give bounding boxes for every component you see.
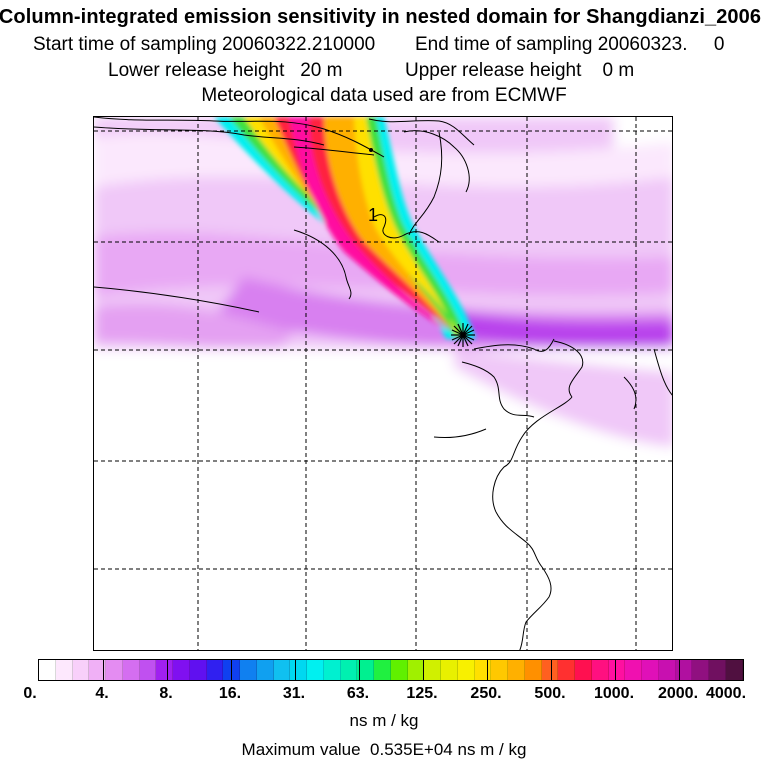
colorbar-segment — [441, 660, 458, 680]
start-time-label: Start time of sampling — [33, 34, 217, 55]
colorbar-segment — [524, 660, 542, 680]
colorbar-segment — [457, 660, 475, 680]
colorbar-divider — [295, 660, 296, 680]
colorbar-tick-label: 4000. — [705, 685, 747, 702]
upper-release-value: 0 m — [602, 60, 635, 81]
colorbar-segment — [307, 660, 324, 680]
colorbar-tick-label: 125. — [406, 685, 438, 702]
end-time: End time of sampling 20060323. 0 — [415, 34, 724, 56]
end-time-label: End time of sampling — [415, 34, 593, 55]
colorbar-segment — [156, 660, 173, 680]
maximum-value-label: Maximum value — [241, 740, 361, 759]
colorbar-divider — [103, 660, 104, 680]
graticule — [94, 117, 672, 650]
colorbar-segment — [575, 660, 592, 680]
colorbar-segment — [725, 660, 743, 680]
lower-release-value: 20 m — [300, 60, 343, 81]
colorbar-segment — [55, 660, 73, 680]
colorbar-segment — [508, 660, 525, 680]
maximum-value-number: 0.535E+04 ns m / kg — [370, 740, 527, 759]
colorbar-segment — [89, 660, 106, 680]
colorbar — [38, 659, 744, 681]
release-site-star — [451, 323, 475, 347]
colorbar-segment — [424, 660, 441, 680]
colorbar-tick-label: 250. — [470, 685, 502, 702]
colorbar-segment — [658, 660, 676, 680]
colorbar-segment — [374, 660, 391, 680]
map-digit-label: 1 — [368, 205, 378, 225]
colorbar-divider — [551, 660, 552, 680]
colorbar-segment — [240, 660, 257, 680]
colorbar-tick-label: 4. — [95, 685, 109, 702]
figure-title: Column-integrated emission sensitivity i… — [0, 6, 762, 28]
colorbar-segment — [139, 660, 157, 680]
lower-release-label: Lower release height — [108, 60, 285, 81]
colorbar-divider — [359, 660, 360, 680]
colorbar-segment — [692, 660, 709, 680]
colorbar-segment — [106, 660, 123, 680]
colorbar-segment — [541, 660, 559, 680]
colorbar-segment — [39, 660, 56, 680]
upper-release-label: Upper release height — [405, 60, 582, 81]
colorbar-tick-label: 16. — [218, 685, 242, 702]
colorbar-segment — [642, 660, 659, 680]
colorbar-segment — [390, 660, 408, 680]
start-time-value: 20060322.210000 — [222, 34, 376, 55]
met-data-source: Meteorological data used are from ECMWF — [201, 85, 567, 106]
upper-release: Upper release height 0 m — [405, 60, 634, 82]
colorbar-divider — [167, 660, 168, 680]
coastlines — [94, 117, 672, 650]
colorbar-tick-label: 63. — [346, 685, 370, 702]
colorbar-divider — [423, 660, 424, 680]
sensitivity-map: 1 — [93, 116, 673, 651]
colorbar-segment — [558, 660, 575, 680]
colorbar-segment — [591, 660, 609, 680]
island-marker — [369, 148, 373, 152]
colorbar-segment — [206, 660, 224, 680]
colorbar-divider — [679, 660, 680, 680]
colorbar-tick-label: 1000. — [593, 685, 635, 702]
maximum-value: Maximum value 0.535E+04 ns m / kg — [0, 740, 768, 760]
colorbar-segment — [273, 660, 291, 680]
colorbar-segment — [709, 660, 726, 680]
colorbar-tick-label: 500. — [534, 685, 566, 702]
colorbar-segment — [173, 660, 190, 680]
colorbar-segment — [491, 660, 508, 680]
sampling-times: Start time of sampling 20060322.210000 En… — [33, 34, 768, 56]
colorbar-segment — [608, 660, 626, 680]
colorbar-units: ns m / kg — [349, 711, 419, 730]
colorbar-segment — [474, 660, 492, 680]
colorbar-tick-label: 0. — [23, 685, 37, 702]
colorbar-segment — [340, 660, 358, 680]
colorbar-segment — [256, 660, 274, 680]
colorbar-divider — [615, 660, 616, 680]
colorbar-divider — [231, 660, 232, 680]
colorbar-tick-label: 2000. — [657, 685, 699, 702]
map-canvas: 1 — [94, 117, 672, 650]
end-time-value: 20060323. 0 — [597, 34, 725, 55]
colorbar-segment — [357, 660, 374, 680]
colorbar-segment — [625, 660, 642, 680]
colorbar-segment — [72, 660, 90, 680]
colorbar-segment — [675, 660, 693, 680]
release-heights: Lower release height 20 m Upper release h… — [108, 60, 768, 82]
emission-plume — [214, 117, 476, 339]
colorbar-segment — [189, 660, 207, 680]
colorbar-segment — [323, 660, 341, 680]
colorbar-segment — [290, 660, 307, 680]
colorbar-divider — [487, 660, 488, 680]
colorbar-tick-label: 31. — [282, 685, 306, 702]
colorbar-segment — [407, 660, 425, 680]
colorbar-segment — [122, 660, 140, 680]
colorbar-tick-label: 8. — [159, 685, 173, 702]
